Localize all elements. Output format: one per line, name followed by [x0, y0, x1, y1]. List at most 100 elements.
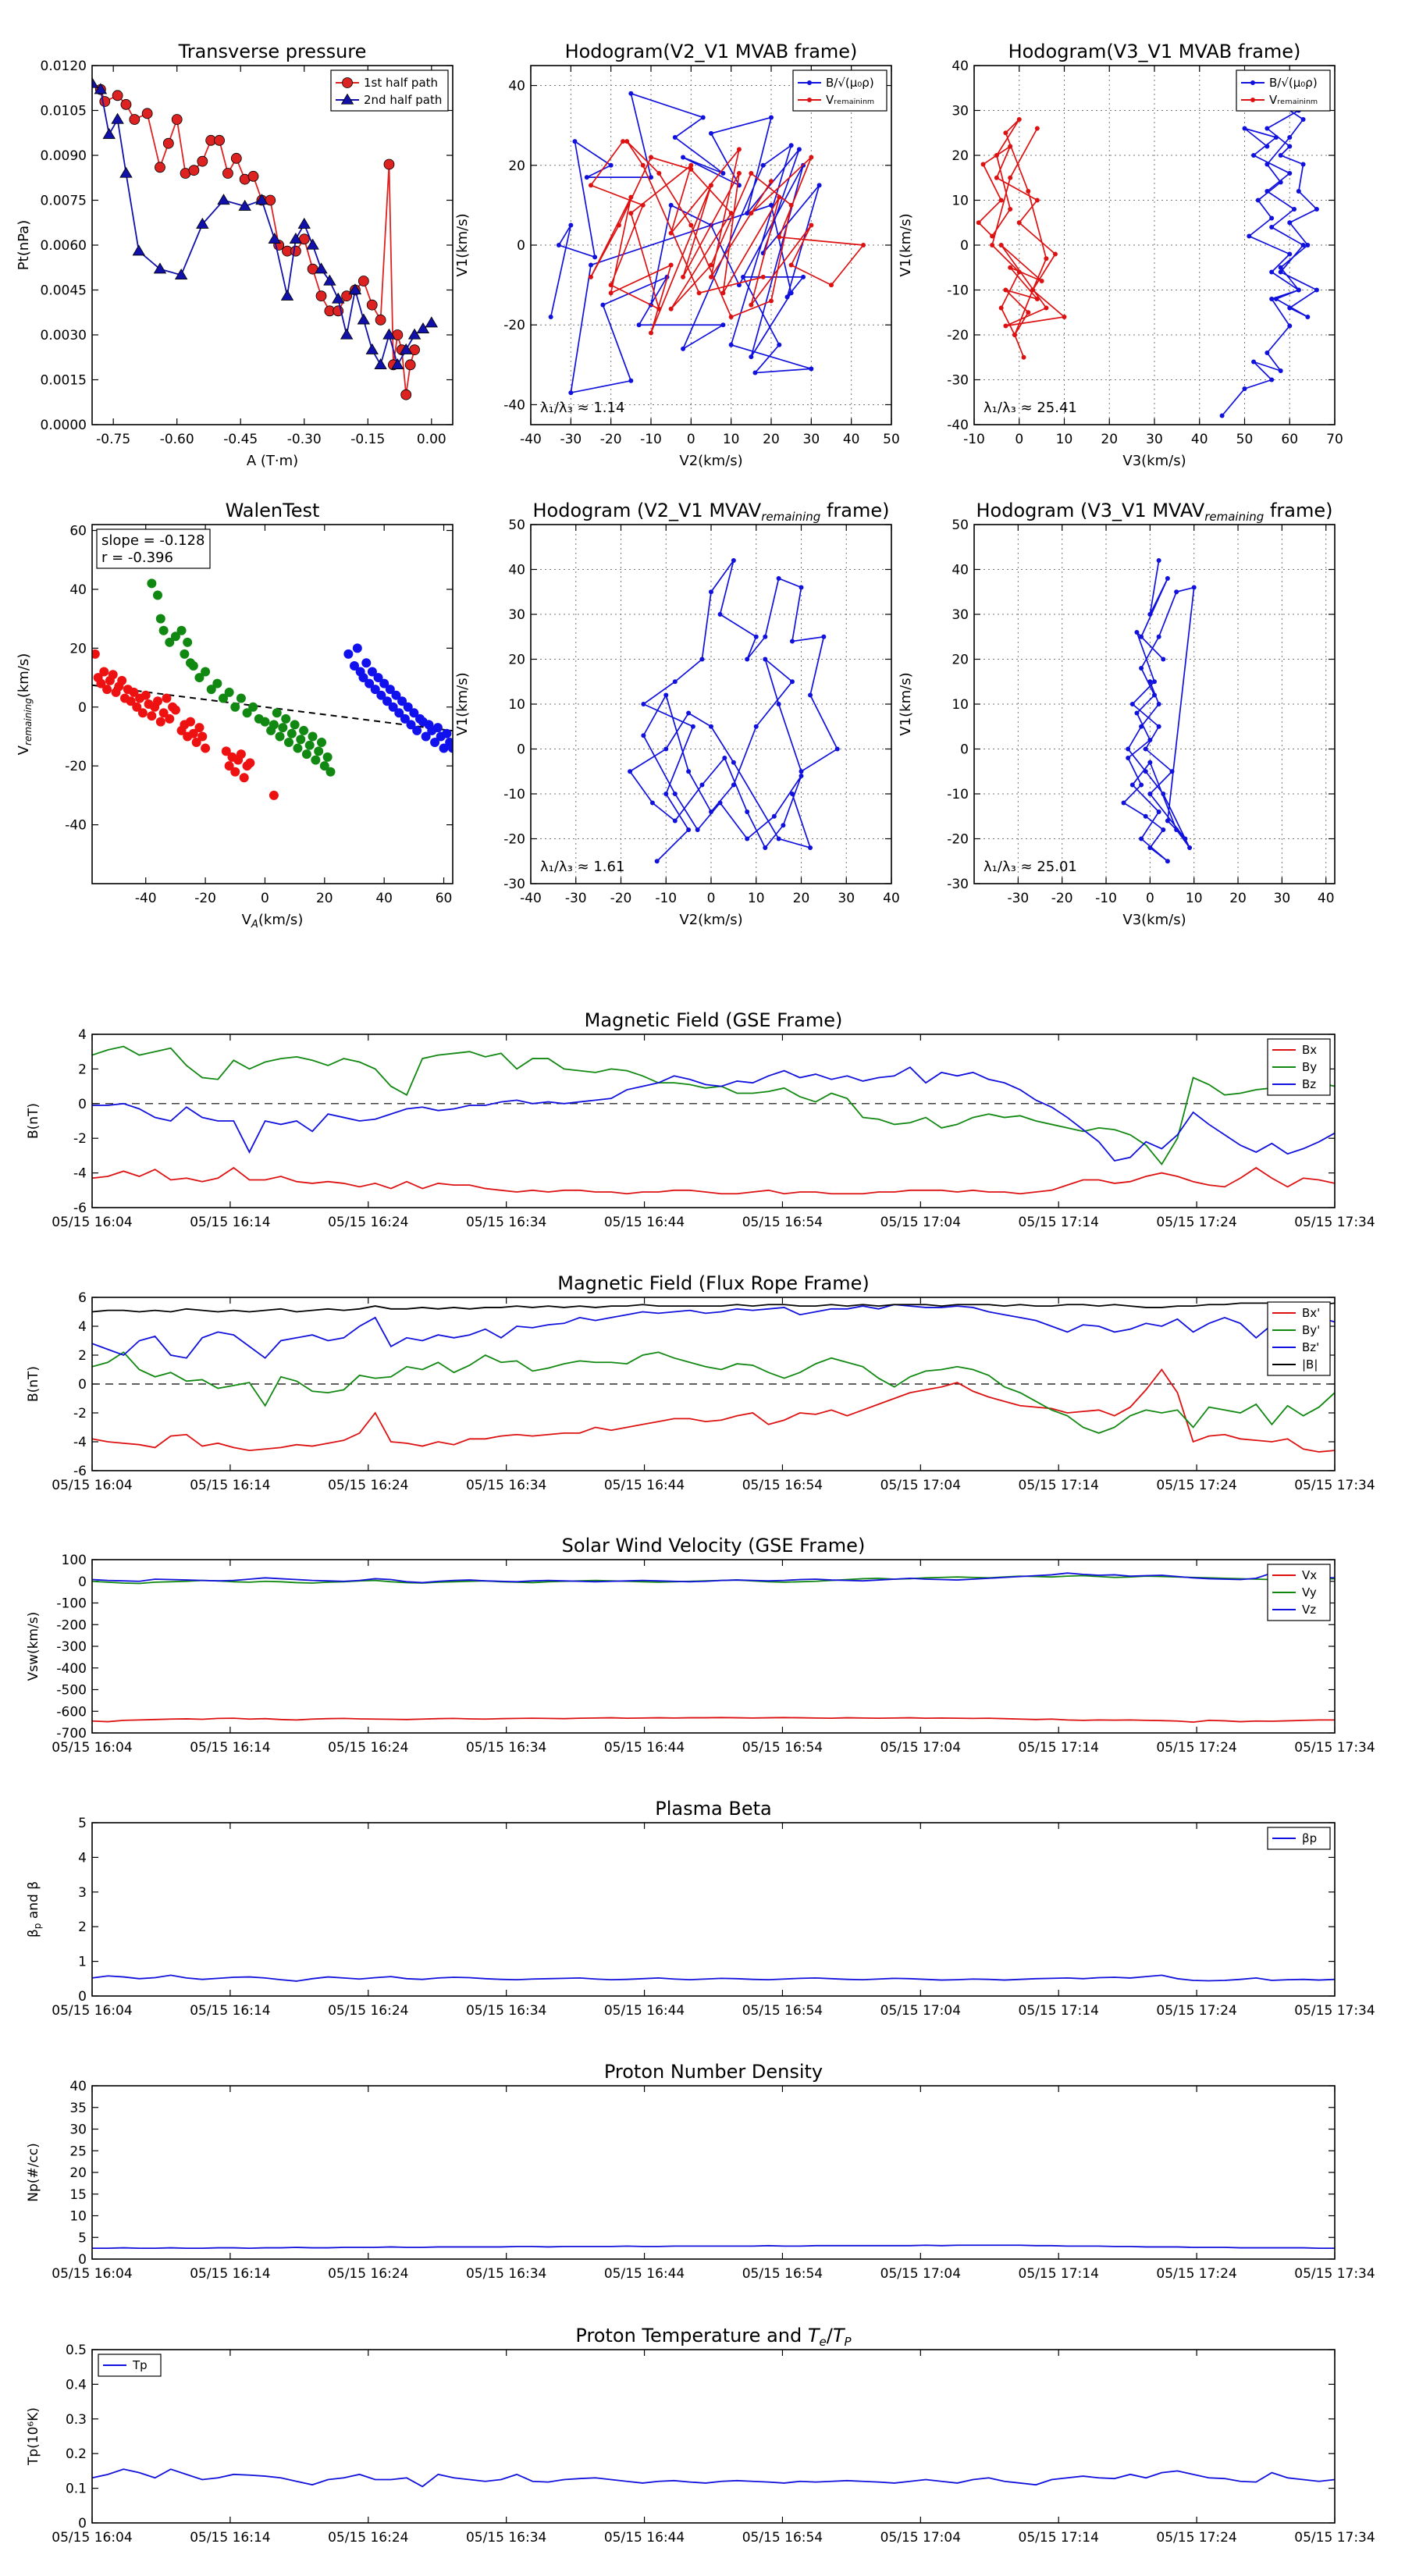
hodo_v2v1_mvab-series-0-point-39: [749, 354, 754, 360]
mag_flux_rope-legend-label-3: |B|: [1302, 1357, 1318, 1372]
hodo_v2v1_mvav-ytick-label-3: 0: [517, 742, 525, 758]
hodo_v2v1_mvav-series-0-point-14: [799, 585, 804, 590]
transverse_pressure-series-1-point-1: [94, 83, 108, 94]
walen_test-xlabel: VA(km/s): [242, 912, 304, 930]
hodo_v2v1_mvab-series-1-point-32: [728, 211, 734, 216]
hodo_v2v1_mvab-ytick-label-3: 20: [508, 158, 525, 174]
transverse_pressure-ytick-label-4: 0.0060: [41, 238, 87, 254]
mag_gse-ytick-label-4: 2: [78, 1062, 87, 1077]
hodo_v3v1_mvab-plot-area: [976, 99, 1319, 418]
hodo_v3v1_mvav-ytick-label-5: 20: [951, 653, 969, 668]
hodo_v3v1_mvab-series-0-point-41: [1273, 135, 1279, 140]
hodo_v2v1_mvab-ytick-label-4: 40: [508, 79, 525, 94]
hodo_v2v1_mvav-series-0-point-19: [799, 769, 804, 774]
hodo_v3v1_mvab-legend-0-point-0: [1250, 80, 1255, 85]
hodo_v3v1_mvav-series-0-point-22: [1139, 782, 1144, 788]
walen_test-series-1-point-38: [311, 755, 321, 765]
proton_density-xtick-label-6: 05/15 17:04: [880, 2266, 961, 2282]
walen_test-xtick-label-4: 40: [375, 891, 393, 906]
mag_gse-ytick-label-0: -6: [73, 1201, 87, 1216]
mag_gse-xtick-label-3: 05/15 16:34: [466, 1215, 546, 1230]
walen_test-xtick-label-1: -20: [194, 891, 216, 906]
hodo_v3v1_mvav-xtick-label-4: 10: [1186, 891, 1203, 906]
walen_test-series-1-point-29: [284, 738, 293, 748]
hodo_v3v1_mvab-series-0-point-6: [1287, 323, 1293, 329]
proton_density-ytick-label-0: 0: [78, 2252, 87, 2268]
sw_velocity-ytick-label-5: -200: [56, 1617, 87, 1633]
hodo_v2v1_mvab-series-1-point-5: [628, 211, 634, 216]
sw_velocity-xtick-label-1: 05/15 16:14: [190, 1740, 270, 1756]
proton_density-ytick-label-8: 40: [69, 2079, 87, 2094]
proton_density-ytick-label-7: 35: [69, 2101, 87, 2116]
hodo_v3v1_mvab-ytick-label-8: 40: [951, 59, 969, 74]
hodo_v2v1_mvav-series-0-point-5: [672, 679, 678, 685]
hodo_v3v1_mvav-series-0-point-13: [1165, 818, 1170, 824]
mag_flux_rope-ytick-label-3: 0: [78, 1377, 87, 1393]
hodo_v3v1_mvav-series-0-point-6: [1152, 679, 1157, 685]
hodo_v2v1_mvab-ylabel: V1(km/s): [454, 213, 471, 276]
mag_gse-xtick-label-2: 05/15 16:24: [328, 1215, 408, 1230]
transverse_pressure-ytick-label-2: 0.0030: [41, 328, 87, 343]
proton_density-ylabel: Np(#/cc): [26, 2143, 41, 2201]
mag_flux_rope-legend-label-0: Bx': [1302, 1306, 1320, 1320]
hodo_v2v1_mvab-series-1-point-12: [809, 155, 814, 160]
hodo_v2v1_mvav-series-0-point-3: [690, 724, 695, 729]
hodo_v3v1_mvab-ytick-label-1: -30: [947, 373, 969, 389]
transverse_pressure-series-1-point-23: [365, 343, 379, 354]
hodo_v2v1_mvav-ytick-label-1: -20: [503, 832, 525, 848]
transverse_pressure-xtick-label-4: -0.15: [350, 432, 385, 447]
sw_velocity-ytick-label-4: -300: [56, 1639, 87, 1655]
hodo_v2v1_mvab-series-1-point-4: [656, 306, 662, 311]
hodo_v3v1_mvab-xtick-label-0: -10: [963, 432, 985, 447]
walen_test-series-1-point-40: [317, 738, 326, 748]
transverse_pressure-series-1-point-5: [132, 244, 145, 256]
hodo_v2v1_mvav-series-0-point-38: [722, 756, 727, 760]
plasma_beta-ytick-label-0: 0: [78, 1989, 87, 2005]
walen_test-series-2-point-16: [394, 708, 404, 718]
sw_velocity-ytick-label-2: -500: [56, 1683, 87, 1699]
plasma_beta-xtick-label-6: 05/15 17:04: [880, 2003, 961, 2019]
walen_test-series-1-point-33: [296, 735, 306, 745]
transverse_pressure-series-1-point-13: [280, 289, 294, 301]
hodo_v2v1_mvav-series-0-point-48: [808, 845, 813, 850]
transverse_pressure-plot-frame: [91, 65, 454, 425]
walen_test-series-1-point-13: [206, 685, 216, 695]
hodo_v3v1_mvab-series-1-point-12: [1052, 251, 1058, 257]
walen_test-series-0-point-22: [155, 717, 165, 727]
walen_test-series-1-point-35: [301, 749, 311, 760]
transverse_pressure-series-1-point-8: [196, 217, 209, 229]
hodo_v2v1_mvav-series-0-point-32: [745, 836, 750, 841]
hodo_v2v1_mvav-series-0-point-2: [663, 792, 669, 796]
plasma_beta-title: Plasma Beta: [655, 1798, 771, 1820]
hodo_v2v1_mvav-series-0-point-0: [654, 859, 660, 864]
hodo_v3v1_mvav-series-0-point-28: [1139, 836, 1144, 841]
transverse_pressure-series-1-point-28: [407, 328, 422, 340]
hodo_v2v1_mvab-series-1-point-34: [709, 262, 713, 268]
proton_temperature-xtick-label-3: 05/15 16:34: [466, 2530, 546, 2546]
mag_flux_rope-series-0-line: [92, 1368, 1335, 1453]
hodo_v2v1_mvav-series-0-point-16: [821, 634, 827, 639]
plasma_beta-legend-label-0: βp: [1302, 1831, 1317, 1845]
walen_test-series-0-point-12: [126, 696, 136, 706]
proton_temperature-ytick-label-5: 0.5: [66, 2343, 87, 2358]
hodo_v2v1_mvav-series-0-point-44: [686, 710, 692, 716]
transverse_pressure-series-1-point-14: [289, 233, 303, 244]
hodo_v2v1_mvab-plot-frame: [530, 65, 892, 425]
hodo_v2v1_mvab-series-1-point-21: [736, 171, 742, 176]
hodo_v2v1_mvab-series-0-point-34: [628, 378, 634, 383]
walen_test-series-0-point-16: [137, 708, 148, 718]
hodo_v2v1_mvab-xlabel: V2(km/s): [679, 453, 742, 469]
hodo_v2v1_mvav-series-0-point-4: [641, 702, 646, 706]
hodo_v2v1_mvav-xlabel: V2(km/s): [679, 912, 742, 928]
walen_test-series-0-point-0: [92, 649, 100, 659]
hodo_v3v1_mvab-series-0-point-15: [1278, 153, 1283, 158]
sw_velocity-legend-label-2: Vz: [1302, 1603, 1316, 1617]
hodo_v2v1_mvav-series-0-point-13: [776, 576, 781, 581]
hodo_v2v1_mvab-series-0-point-1: [568, 222, 574, 228]
walen_test-series-2-point-21: [409, 708, 419, 718]
hodo_v3v1_mvav-series-0-point-2: [1165, 576, 1170, 581]
mag_gse-xtick-label-7: 05/15 17:14: [1019, 1215, 1099, 1230]
transverse_pressure-series-0-point-13: [214, 134, 225, 146]
mag_flux_rope-legend-label-2: Bz': [1302, 1340, 1319, 1354]
hodo_v3v1_mvav-series-0-point-31: [1147, 760, 1153, 765]
